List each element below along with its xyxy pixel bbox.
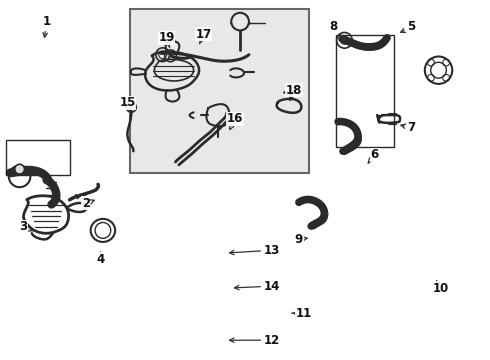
Text: 10: 10 (433, 281, 449, 294)
Circle shape (231, 13, 249, 31)
Text: 6: 6 (368, 148, 379, 163)
Text: 11: 11 (292, 307, 312, 320)
Text: 12: 12 (230, 334, 280, 347)
Text: 19: 19 (158, 31, 175, 48)
Text: 13: 13 (229, 244, 280, 257)
Text: 14: 14 (235, 280, 280, 293)
Text: 4: 4 (97, 252, 104, 266)
Text: 15: 15 (119, 96, 136, 112)
Text: 18: 18 (286, 84, 302, 100)
Text: 8: 8 (329, 21, 345, 40)
Text: 7: 7 (401, 121, 416, 134)
Text: 3: 3 (19, 220, 33, 233)
Bar (336, 35, 394, 147)
Bar (6, 140, 70, 175)
Text: 9: 9 (295, 233, 307, 246)
Text: 17: 17 (195, 28, 212, 44)
Text: 5: 5 (401, 21, 416, 33)
Circle shape (15, 164, 24, 174)
Text: 1: 1 (43, 15, 50, 37)
Text: 2: 2 (82, 197, 94, 210)
Text: 16: 16 (227, 112, 244, 130)
Bar (130, 9, 309, 173)
